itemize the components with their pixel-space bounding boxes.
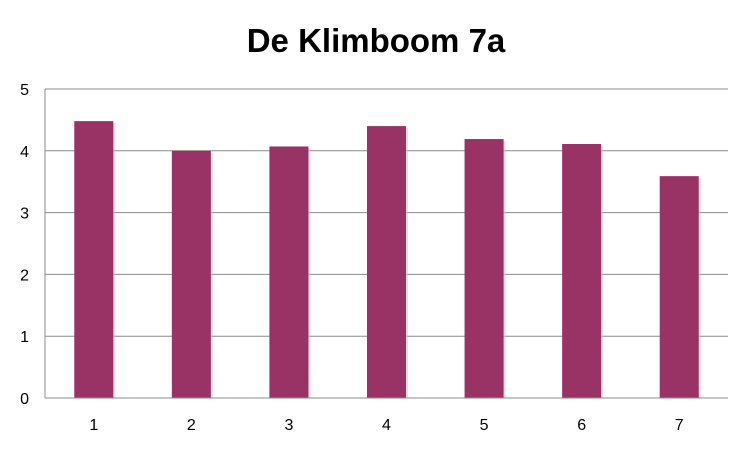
x-tick-label: 5	[480, 417, 489, 434]
x-tick-label: 3	[284, 417, 293, 434]
x-tick-label: 7	[675, 417, 684, 434]
axes: 0 1 2 3 4 5 1 2 3 4 5 6 7	[20, 82, 728, 434]
bar	[171, 150, 211, 398]
y-tick-label: 5	[20, 82, 29, 99]
x-tick-label: 2	[187, 417, 196, 434]
bar	[269, 146, 309, 398]
bar	[464, 139, 504, 399]
x-tick-label: 6	[577, 417, 586, 434]
x-tick-label: 1	[89, 417, 98, 434]
y-tick-label: 3	[20, 206, 29, 223]
bars	[74, 121, 701, 399]
y-tick-label: 1	[20, 329, 29, 346]
y-tick-label: 2	[20, 267, 29, 284]
bar	[366, 126, 407, 398]
bar	[562, 144, 602, 398]
x-tick-label: 4	[382, 417, 391, 434]
bar	[659, 176, 699, 398]
y-tick-label: 4	[20, 144, 29, 161]
bar	[74, 121, 114, 399]
chart-title: De Klimboom 7a	[246, 22, 506, 59]
y-tick-label: 0	[20, 391, 29, 408]
